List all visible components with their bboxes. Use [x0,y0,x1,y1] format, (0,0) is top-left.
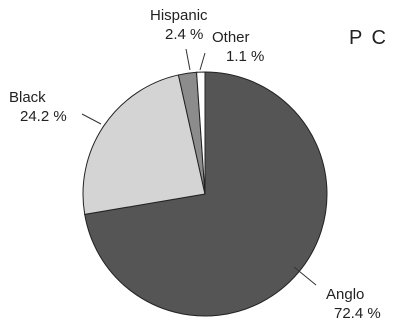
leader-line-hispanic [185,48,191,71]
slice-label-anglo: Anglo [326,286,364,303]
leader-line-anglo [293,266,317,286]
slice-value-other: 1.1 % [226,48,264,65]
slice-value-anglo: 72.4 % [334,305,381,322]
slice-label-black: Black [9,89,46,106]
leader-line-other [199,52,206,71]
chart-title: P C [349,27,388,49]
slice-value-black: 24.2 % [20,108,67,125]
slice-labels: Anglo 72.4 % Black 24.2 % Hispanic 2.4 %… [9,7,381,322]
pie-slices [82,71,328,317]
pie-slice-black [82,74,206,215]
slice-value-hispanic: 2.4 % [165,26,203,43]
pie-slice-anglo [84,71,328,317]
label-leaders [81,48,317,286]
slice-label-hispanic: Hispanic [150,7,208,24]
slice-label-other: Other [212,29,250,46]
pie-slice-other [196,71,206,195]
leader-line-black [81,113,102,125]
